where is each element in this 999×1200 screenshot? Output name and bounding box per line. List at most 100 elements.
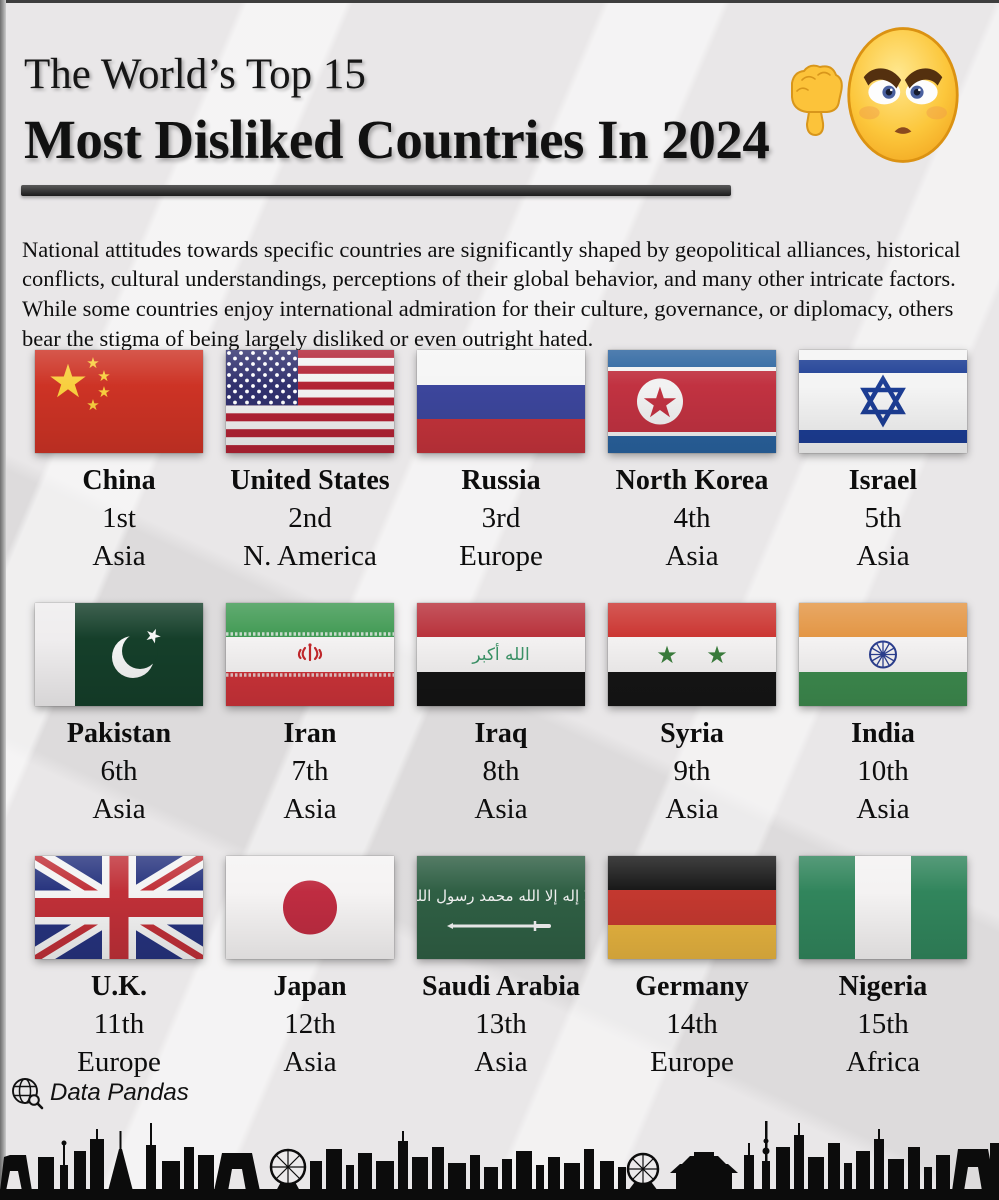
country-region: Europe: [459, 540, 543, 572]
country-cell-pakistan: ★ Pakistan 6th Asia: [35, 603, 203, 856]
svg-text:★: ★: [47, 354, 88, 408]
country-region: Africa: [845, 1046, 921, 1078]
country-rank: 1st: [102, 502, 136, 534]
country-name: Syria: [660, 718, 724, 749]
svg-text:★: ★: [706, 641, 728, 669]
country-rank: 12th: [284, 1008, 336, 1040]
country-cell-north-korea: ★ North Korea 4th Asia: [608, 350, 776, 603]
country-region: Asia: [92, 793, 146, 825]
country-name: Nigeria: [838, 971, 928, 1002]
country-cell-syria: ★ ★ Syria 9th Asia: [608, 603, 776, 856]
globe-search-icon: [12, 1078, 44, 1110]
country-name: Israel: [848, 465, 918, 496]
country-cell-nigeria: Nigeria 15th Africa: [799, 856, 967, 1109]
country-region: Asia: [92, 540, 146, 572]
country-name: Japan: [273, 971, 347, 1002]
country-rank: 9th: [673, 755, 711, 787]
country-cell-russia: Russia 3rd Europe: [417, 350, 585, 603]
svg-text:★: ★: [656, 641, 678, 669]
flag-iran: [226, 603, 394, 706]
svg-text:★: ★: [97, 383, 110, 401]
flag-india: [799, 603, 967, 706]
country-rank: 13th: [475, 1008, 527, 1040]
country-region: Europe: [77, 1046, 161, 1078]
country-rank: 11th: [93, 1008, 145, 1040]
left-border-line: [0, 0, 6, 1200]
country-name: India: [851, 718, 915, 749]
country-cell-iraq: الله أكبر Iraq 8th Asia: [417, 603, 585, 856]
country-rank: 15th: [857, 1008, 909, 1040]
page-title-line2: Most Disliked Countries In 2024: [24, 109, 770, 170]
country-name: Iraq: [474, 718, 528, 749]
svg-text:★: ★: [97, 367, 110, 385]
country-rank: 8th: [482, 755, 520, 787]
country-rank: 14th: [666, 1008, 718, 1040]
country-rank: 4th: [673, 502, 711, 534]
country-rank: 3rd: [481, 502, 521, 534]
svg-text:★: ★: [86, 396, 99, 414]
svg-text:لا إله إلا الله محمد رسول الله: لا إله إلا الله محمد رسول الله: [417, 887, 585, 905]
flag-russia: [417, 350, 585, 453]
country-region: Asia: [283, 793, 337, 825]
svg-text:الله أكبر: الله أكبر: [471, 643, 529, 665]
country-region: Asia: [665, 793, 719, 825]
country-name: North Korea: [615, 465, 769, 496]
country-name: Pakistan: [66, 718, 172, 749]
country-rank: 2nd: [288, 502, 332, 534]
country-cell-germany: Germany 14th Europe: [608, 856, 776, 1109]
svg-text:★: ★: [86, 354, 99, 372]
source-attribution: Data Pandas: [10, 1076, 189, 1110]
flag-pakistan: ★: [35, 603, 203, 706]
country-cell-india: India 10th Asia: [799, 603, 967, 856]
city-skyline: [0, 1121, 999, 1200]
thumbs-down-icon: [791, 64, 843, 136]
top-border-line: [0, 0, 999, 3]
intro-paragraph: National attitudes towards specific coun…: [22, 236, 961, 351]
country-cell-iran: Iran 7th Asia: [226, 603, 394, 856]
ferris-wheel-icon: [626, 1152, 660, 1186]
country-name: Russia: [461, 465, 541, 496]
country-rank: 7th: [291, 755, 329, 787]
flag-japan: [226, 856, 394, 959]
country-name: Germany: [635, 971, 749, 1002]
country-cell-china: ★ ★ ★ ★ ★ China 1st Asia: [35, 350, 203, 603]
country-region: N. America: [243, 540, 377, 572]
country-region: Asia: [283, 1046, 337, 1078]
flag-saudi-arabia: لا إله إلا الله محمد رسول الله: [417, 856, 585, 959]
source-label: Data Pandas: [50, 1079, 189, 1106]
country-cell-israel: Israel 5th Asia: [799, 350, 967, 603]
country-name: United States: [230, 465, 390, 496]
country-name: U.K.: [91, 971, 147, 1002]
country-rank: 10th: [857, 755, 909, 787]
angry-face-emoji-icon: [847, 27, 959, 163]
flag-uk: [35, 856, 203, 959]
flag-nigeria: [799, 856, 967, 959]
country-cell-uk: U.K. 11th Europe: [35, 856, 203, 1109]
flag-israel: [799, 350, 967, 453]
country-rank: 5th: [864, 502, 902, 534]
country-name: China: [82, 465, 156, 496]
title-underline-bar: [21, 185, 731, 196]
page-title-line1: The World’s Top 15: [24, 51, 366, 98]
country-region: Asia: [665, 540, 719, 572]
country-region: Asia: [856, 540, 910, 572]
country-region: Asia: [856, 793, 910, 825]
country-grid: ★ ★ ★ ★ ★ China 1st Asia United States 2nd N…: [35, 350, 967, 1109]
country-region: Europe: [650, 1046, 734, 1078]
flag-china: ★ ★ ★ ★ ★: [35, 350, 203, 453]
flag-syria: ★ ★: [608, 603, 776, 706]
country-name: Saudi Arabia: [422, 971, 580, 1002]
country-name: Iran: [283, 718, 337, 749]
ferris-wheel-icon: [269, 1148, 307, 1186]
svg-text:★: ★: [641, 378, 679, 427]
country-cell-united-states: United States 2nd N. America: [226, 350, 394, 603]
flag-north-korea: ★: [608, 350, 776, 453]
flag-iraq: الله أكبر: [417, 603, 585, 706]
country-cell-japan: Japan 12th Asia: [226, 856, 394, 1109]
country-cell-saudi-arabia: لا إله إلا الله محمد رسول الله Saudi Ara…: [417, 856, 585, 1109]
country-region: Asia: [474, 1046, 528, 1078]
country-region: Asia: [474, 793, 528, 825]
flag-united-states: [226, 350, 394, 453]
country-rank: 6th: [100, 755, 138, 787]
